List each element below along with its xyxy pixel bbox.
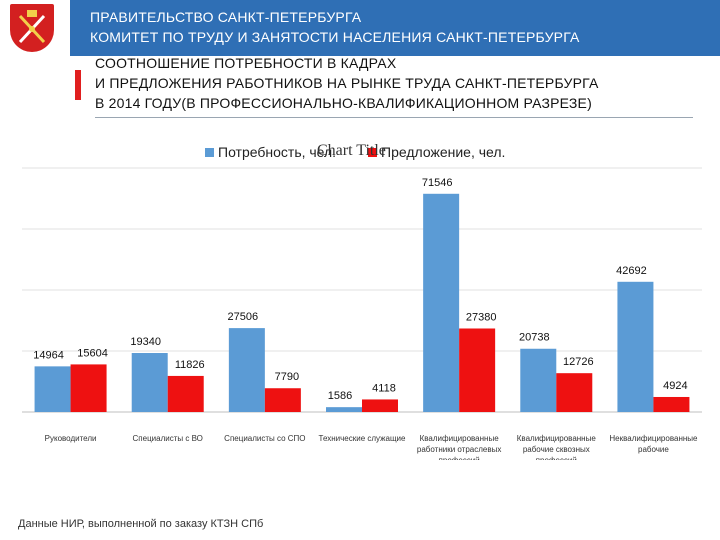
x-tick-label: Квалифицированные	[420, 434, 500, 443]
subtitle-line-2: И ПРЕДЛОЖЕНИЯ РАБОТНИКОВ НА РЫНКЕ ТРУДА …	[95, 75, 599, 91]
x-tick-label: Технические служащие	[319, 434, 406, 443]
header-government-line: ПРАВИТЕЛЬСТВО САНКТ-ПЕТЕРБУРГА	[90, 9, 362, 25]
page-header: ПРАВИТЕЛЬСТВО САНКТ-ПЕТЕРБУРГА КОМИТЕТ П…	[0, 0, 720, 56]
data-label-demand: 1586	[328, 390, 352, 402]
footnote: Данные НИР, выполненной по заказу КТЗН С…	[18, 518, 264, 530]
x-tick-label: профессий	[439, 456, 480, 460]
data-label-demand: 14964	[33, 349, 64, 361]
subtitle-divider	[95, 117, 693, 118]
legend-item-demand: Потребность, чел.	[205, 144, 336, 160]
data-label-demand: 19340	[130, 336, 161, 348]
legend-swatch-demand	[205, 147, 214, 157]
data-label-demand: 71546	[422, 177, 453, 189]
data-label-demand: 42692	[616, 265, 647, 277]
bar-demand	[617, 281, 654, 412]
legend-label-supply: Предложение, чел.	[381, 144, 506, 160]
header-band	[70, 0, 720, 56]
bar-supply	[653, 396, 690, 412]
data-label-supply: 4924	[663, 380, 687, 392]
data-label-supply: 7790	[275, 371, 299, 383]
bar-demand	[326, 407, 362, 412]
legend-swatch-supply	[368, 147, 377, 157]
x-tick-label: Специалисты с ВО	[133, 434, 203, 443]
x-tick-label: Специалисты со СПО	[224, 434, 305, 443]
chart-title: Chart Title	[317, 142, 386, 159]
bar-supply	[459, 328, 496, 412]
x-tick-label: Неквалифицированные	[609, 434, 698, 443]
bar-chart: 14964 15604 Руководители 19340 11826 Специали…	[22, 167, 702, 460]
bar-supply	[70, 364, 107, 412]
bar-demand	[520, 348, 557, 412]
x-tick-label: работники отраслевых	[417, 445, 501, 454]
bar-demand	[423, 193, 460, 412]
legend-label-demand: Потребность, чел.	[218, 144, 337, 160]
bar-supply	[264, 388, 301, 412]
subtitle-line-3: В 2014 ГОДУ(В ПРОФЕССИОНАЛЬНО-КВАЛИФИКАЦ…	[95, 95, 592, 111]
x-tick-label: Руководители	[45, 434, 97, 443]
data-label-demand: 27506	[228, 311, 259, 323]
bar-supply	[556, 373, 593, 412]
subtitle-line-1: СООТНОШЕНИЕ ПОТРЕБНОСТИ В КАДРАХ	[95, 55, 397, 71]
header-committee-line: КОМИТЕТ ПО ТРУДУ И ЗАНЯТОСТИ НАСЕЛЕНИЯ С…	[90, 29, 580, 45]
data-label-supply: 12726	[563, 356, 594, 368]
legend-item-supply: Предложение, чел.	[368, 144, 505, 160]
bar-supply	[167, 375, 204, 412]
data-label-supply: 15604	[77, 347, 108, 359]
x-tick-label: рабочие	[638, 445, 669, 454]
data-label-demand: 20738	[519, 332, 550, 344]
bar-demand	[131, 353, 168, 412]
st-petersburg-coat-of-arms-icon	[10, 4, 54, 52]
x-tick-label: профессий	[536, 456, 577, 460]
x-tick-label: рабочие сквозных	[523, 445, 590, 454]
bar-supply	[362, 399, 398, 412]
data-label-supply: 11826	[175, 359, 205, 371]
subtitle-marker	[75, 70, 81, 100]
bar-demand	[228, 328, 265, 412]
data-label-supply: 4118	[372, 382, 396, 394]
data-label-supply: 27380	[466, 311, 497, 323]
x-tick-label: Квалифицированные	[517, 434, 597, 443]
bar-demand	[34, 366, 71, 412]
